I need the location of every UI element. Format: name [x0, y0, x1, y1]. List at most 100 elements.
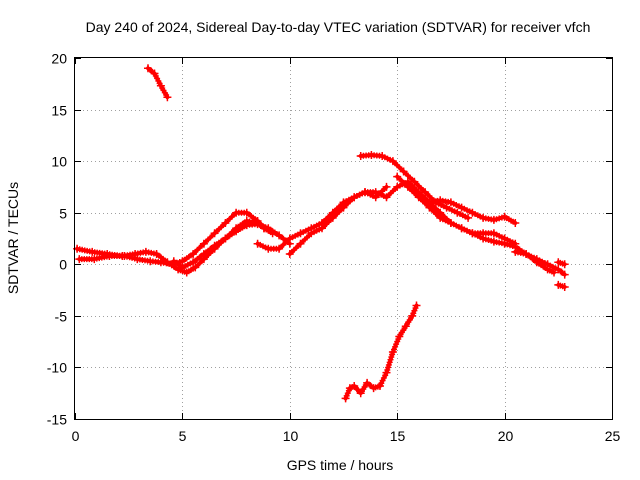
data-point [232, 227, 241, 236]
data-point [446, 198, 455, 207]
y-tick-label: -15 [47, 412, 67, 428]
data-point [393, 182, 402, 191]
data-point [199, 250, 208, 258]
data-point [318, 224, 326, 233]
data-point [146, 257, 155, 266]
data-point [489, 229, 498, 238]
data-point [511, 247, 520, 256]
data-point [436, 196, 445, 205]
data-point [421, 188, 430, 197]
data-point [152, 250, 161, 258]
data-point [363, 378, 372, 387]
data-point [560, 270, 569, 279]
x-tick-label: 0 [72, 428, 80, 444]
data-point [307, 229, 316, 238]
data-point [150, 69, 159, 78]
data-point [560, 260, 569, 269]
data-point [393, 172, 402, 181]
y-tick-label: 5 [59, 206, 67, 222]
series-markers [76, 209, 266, 268]
data-point [221, 219, 230, 227]
data-point [189, 250, 198, 258]
data-point [388, 348, 397, 356]
data-point [356, 389, 365, 398]
series-arc-8 [393, 172, 520, 248]
chart-title: Day 240 of 2024, Sidereal Day-to-day VTE… [86, 19, 591, 35]
data-point [253, 220, 262, 229]
data-point [378, 152, 387, 160]
y-axis-title: SDTVAR / TECUs [5, 182, 21, 294]
data-point [446, 219, 455, 227]
data-point [242, 208, 251, 217]
data-point [436, 213, 445, 222]
data-point [500, 239, 509, 248]
data-point [367, 151, 376, 159]
data-point [382, 193, 391, 202]
grid [75, 58, 612, 419]
data-point [410, 177, 419, 186]
series-markers [170, 221, 291, 271]
series-arc-9 [425, 196, 520, 227]
data-point [442, 203, 451, 212]
data-point [356, 152, 365, 160]
data-point [543, 265, 552, 274]
data-point [242, 221, 251, 230]
y-tick-label: 15 [51, 103, 67, 119]
data-point [120, 252, 129, 260]
data-point [339, 203, 348, 212]
series-arc-12 [554, 258, 569, 269]
data-point [500, 212, 509, 221]
data-point [479, 234, 488, 243]
x-tick-labels: 0 5 10 15 20 25 [72, 428, 621, 444]
data-point [156, 258, 165, 267]
data-point [399, 167, 408, 176]
data-point [453, 208, 462, 217]
data-point [163, 93, 172, 102]
data-point [285, 250, 294, 258]
data-point [328, 213, 337, 222]
series-arc-14 [341, 301, 421, 403]
data-point [350, 382, 359, 390]
data-point [105, 252, 114, 260]
y-tick-label: 20 [51, 51, 67, 67]
data-point [141, 247, 150, 256]
data-point [511, 219, 520, 227]
x-tick-label: 10 [283, 428, 299, 444]
data-point [403, 182, 412, 191]
x-tick-label: 5 [179, 428, 187, 444]
data-point [253, 239, 262, 248]
data-point [264, 224, 273, 233]
data-point [221, 234, 230, 243]
data-point [554, 258, 563, 267]
data-point [210, 229, 219, 238]
x-tick-label: 15 [390, 428, 406, 444]
data-point [275, 244, 284, 253]
data-point [133, 255, 142, 264]
data-point [182, 268, 191, 277]
data-point [156, 81, 165, 90]
series-arc-4 [144, 64, 172, 102]
data-point [554, 265, 563, 274]
series-arc-6 [285, 182, 391, 258]
data-point [345, 384, 354, 393]
data-point [425, 198, 434, 207]
data-point [210, 241, 219, 250]
data-point [296, 239, 305, 248]
data-point [275, 231, 284, 240]
data-point [489, 237, 498, 246]
plot-frame [74, 57, 613, 420]
data-point [489, 215, 498, 224]
x-tick-label: 20 [498, 428, 514, 444]
y-tick-label: -5 [55, 309, 68, 325]
data-point [412, 301, 421, 310]
data-point [457, 203, 466, 212]
data-point [296, 229, 305, 238]
data-point [388, 157, 397, 166]
data-point [479, 213, 488, 222]
data-point [468, 229, 477, 238]
series-arc-3 [169, 220, 294, 272]
data-point [178, 263, 187, 272]
data-point [361, 188, 369, 197]
data-point [189, 258, 198, 267]
